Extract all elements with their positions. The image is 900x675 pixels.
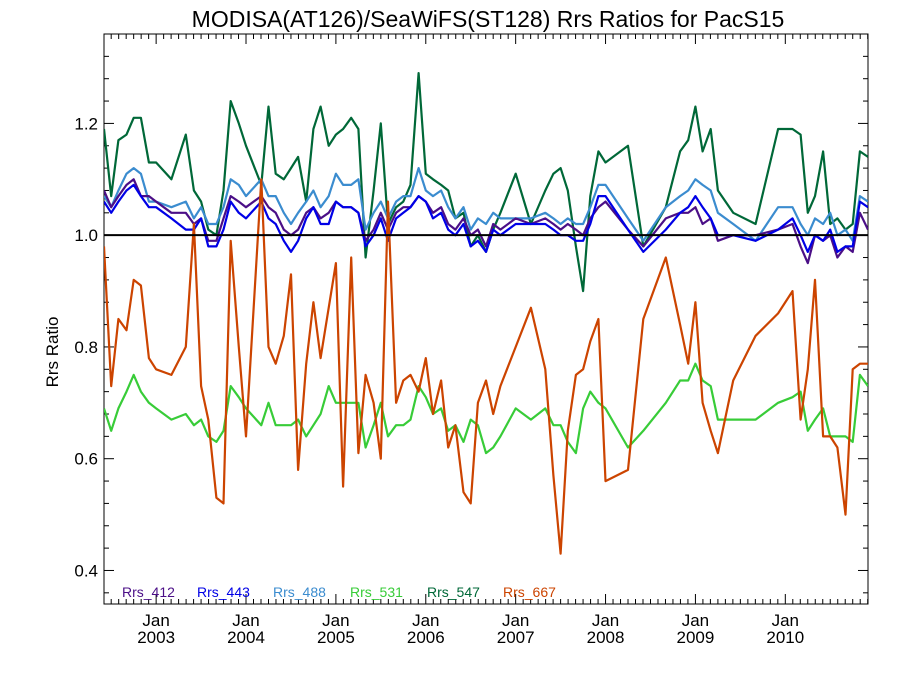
y-tick-label: 1.0 xyxy=(74,226,98,245)
legend-item-rrs-443: Rrs_443 xyxy=(197,584,250,600)
legend-item-rrs-547: Rrs_547 xyxy=(427,584,480,600)
legend-item-rrs-667: Rrs_667 xyxy=(503,584,556,600)
y-tick-label: 0.8 xyxy=(74,338,98,357)
x-tick-month-label: Jan xyxy=(772,611,799,630)
x-tick-year-label: 2009 xyxy=(677,628,715,647)
y-tick-label: 1.2 xyxy=(74,114,98,133)
plot-frame xyxy=(103,33,869,605)
x-tick-year-label: 2003 xyxy=(137,628,175,647)
x-tick-year-label: 2004 xyxy=(227,628,265,647)
x-tick-year-label: 2008 xyxy=(587,628,625,647)
series-line-rrs-412 xyxy=(104,178,868,265)
chart-title: MODISA(AT126)/SeaWiFS(ST128) Rrs Ratios … xyxy=(192,6,785,32)
y-tick-label: 0.6 xyxy=(74,450,98,469)
plot-area: 0.40.60.81.01.2Jan2003Jan2004Jan2005Jan2… xyxy=(74,33,869,647)
x-tick-month-label: Jan xyxy=(322,611,349,630)
legend-item-rrs-412: Rrs_412 xyxy=(122,584,175,600)
series-line-rrs-488 xyxy=(104,167,868,242)
x-tick-year-label: 2010 xyxy=(766,628,804,647)
x-tick-month-label: Jan xyxy=(232,611,259,630)
series-line-rrs-667 xyxy=(104,178,868,555)
legend-item-rrs-488: Rrs_488 xyxy=(273,584,326,600)
x-tick-month-label: Jan xyxy=(592,611,619,630)
x-tick-month-label: Jan xyxy=(412,611,439,630)
x-tick-month-label: Jan xyxy=(682,611,709,630)
x-tick-year-label: 2007 xyxy=(497,628,535,647)
series-line-rrs-547 xyxy=(104,71,868,293)
y-axis-label: Rrs Ratio xyxy=(43,317,62,388)
series-line-rrs-531 xyxy=(104,362,868,455)
legend-item-rrs-531: Rrs_531 xyxy=(350,584,403,600)
x-tick-month-label: Jan xyxy=(502,611,529,630)
x-tick-year-label: 2005 xyxy=(317,628,355,647)
y-tick-label: 0.4 xyxy=(74,561,98,580)
x-tick-year-label: 2006 xyxy=(407,628,445,647)
legend: Rrs_412 Rrs_443 Rrs_488 Rrs_531 Rrs_547 Rrs_6… xyxy=(122,584,556,600)
x-tick-month-label: Jan xyxy=(142,611,169,630)
